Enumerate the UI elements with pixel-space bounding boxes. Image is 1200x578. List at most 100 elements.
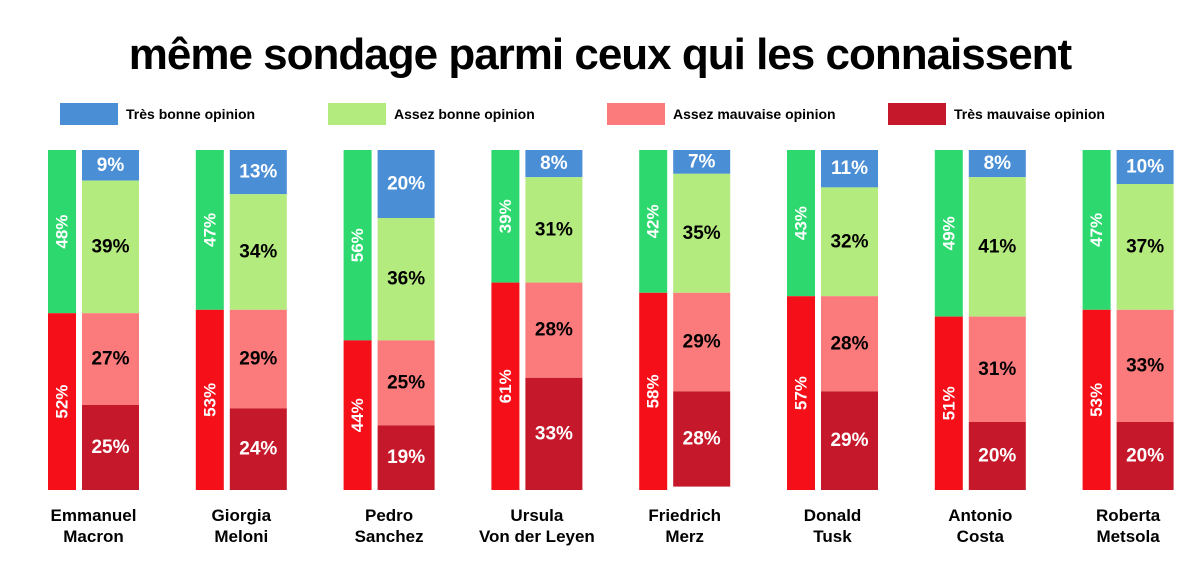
bar-assez-bonne (673, 173, 731, 293)
bar-total-bonne (639, 150, 668, 293)
bar-total-mauvaise (639, 292, 668, 490)
data-label: 36% (387, 269, 425, 290)
data-label: 9% (97, 155, 125, 176)
category-label: Antonio Costa (948, 506, 1013, 546)
bar-assez-mauvaise (525, 282, 583, 378)
category-label: Pedro Sanchez (354, 506, 424, 546)
bar-assez-bonne (821, 187, 878, 297)
legend-label: Assez mauvaise opinion (673, 106, 836, 122)
bar-assez-mauvaise (821, 296, 878, 392)
bar-assez-mauvaise (377, 340, 435, 426)
data-label: 13% (239, 162, 277, 183)
bar-assez-bonne (968, 177, 1026, 317)
bar-total-mauvaise (491, 282, 520, 490)
legend-label: Très bonne opinion (126, 106, 256, 122)
label-total-bonne: 49% (939, 216, 958, 250)
data-label: 28% (683, 429, 721, 450)
bar-total-mauvaise (48, 313, 76, 490)
legend-label: Assez bonne opinion (394, 106, 535, 122)
label-total-mauvaise: 53% (1087, 383, 1106, 417)
data-label: 29% (683, 332, 721, 353)
data-label: 29% (830, 430, 868, 451)
data-label: 20% (978, 446, 1016, 467)
chart-title: même sondage parmi ceux qui les connaiss… (128, 30, 1072, 79)
data-label: 39% (91, 236, 129, 257)
legend-item: Très mauvaise opinion (888, 103, 1105, 125)
data-label: 29% (239, 349, 277, 370)
label-total-mauvaise: 57% (792, 376, 811, 410)
label-total-mauvaise: 52% (53, 385, 72, 419)
bar-tres-mauvaise (82, 405, 139, 490)
bar-total-mauvaise (934, 316, 963, 490)
bar-assez-bonne (525, 177, 583, 283)
bar-tres-mauvaise (1116, 422, 1174, 490)
bar-tres-bonne (1116, 150, 1174, 184)
stacked-bar-chart: 48% 52% 9% 39% 27% 25% 47% 53% 13% 34% 29% 24% 56% 44… (48, 150, 1174, 490)
data-label: 28% (535, 320, 573, 341)
label-total-bonne: 47% (1087, 213, 1106, 247)
bar-assez-bonne (229, 194, 287, 310)
bar-total-bonne (491, 150, 520, 283)
label-total-bonne: 47% (200, 213, 219, 247)
data-label: 33% (535, 423, 573, 444)
category-label: Giorgia Meloni (211, 506, 272, 546)
bar-tres-mauvaise (968, 422, 1026, 490)
bar-tres-bonne (82, 150, 139, 181)
category-label: Emmanuel Macron (50, 506, 137, 546)
bar-total-bonne (195, 150, 224, 310)
data-label: 31% (978, 359, 1016, 380)
label-total-bonne: 56% (348, 228, 367, 262)
data-label: 28% (830, 333, 868, 354)
data-label: 24% (239, 439, 277, 460)
data-label: 7% (688, 151, 716, 172)
data-label: 20% (1126, 446, 1164, 467)
bar-total-bonne (787, 150, 815, 297)
label-total-mauvaise: 58% (644, 374, 663, 408)
label-total-bonne: 43% (792, 206, 811, 240)
category-label: Donald Tusk (803, 506, 862, 546)
data-label: 10% (1126, 157, 1164, 178)
legend-item: Assez bonne opinion (328, 103, 535, 125)
label-total-bonne: 39% (496, 199, 515, 233)
data-label: 25% (91, 437, 129, 458)
bar-assez-mauvaise (229, 309, 287, 409)
legend-item: Assez mauvaise opinion (607, 103, 836, 125)
bar-total-bonne (934, 150, 963, 317)
bar-tres-bonne (968, 150, 1026, 178)
bar-tres-mauvaise (377, 425, 435, 490)
label-total-mauvaise: 61% (496, 369, 515, 403)
legend-item: Très bonne opinion (60, 103, 255, 125)
data-label: 8% (540, 153, 568, 174)
bar-assez-mauvaise (82, 313, 139, 405)
bar-tres-bonne (229, 150, 287, 195)
legend-label: Très mauvaise opinion (954, 106, 1105, 122)
bar-tres-mauvaise (673, 391, 731, 487)
legend-swatch (607, 103, 665, 125)
data-label: 31% (535, 219, 573, 240)
category-label: Ursula Von der Leyen (478, 506, 595, 546)
bar-total-mauvaise (787, 296, 815, 490)
label-total-bonne: 42% (644, 204, 663, 238)
data-label: 32% (830, 231, 868, 252)
data-label: 19% (387, 447, 425, 468)
bar-total-bonne (343, 150, 372, 341)
bar-total-mauvaise (343, 340, 372, 490)
data-label: 27% (91, 349, 129, 370)
bar-tres-mauvaise (229, 408, 287, 490)
bar-assez-bonne (1116, 184, 1174, 310)
bar-tres-mauvaise (821, 391, 878, 490)
legend-swatch (60, 103, 118, 125)
bar-assez-bonne (377, 218, 435, 341)
legend-swatch (328, 103, 386, 125)
bar-tres-bonne (821, 150, 878, 188)
data-label: 35% (683, 223, 721, 244)
data-label: 34% (239, 242, 277, 263)
bar-total-mauvaise (195, 309, 224, 490)
category-label: Roberta Metsola (1095, 506, 1161, 546)
bar-total-bonne (1082, 150, 1111, 310)
bar-total-mauvaise (1082, 309, 1111, 490)
category-label: Friedrich Merz (648, 506, 722, 546)
data-label: 11% (831, 158, 868, 179)
data-label: 25% (387, 372, 425, 393)
bar-tres-mauvaise (525, 377, 583, 490)
